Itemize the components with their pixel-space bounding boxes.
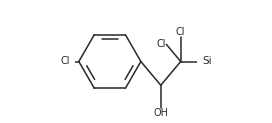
- Text: Cl: Cl: [176, 27, 186, 37]
- Text: Si: Si: [202, 56, 212, 67]
- Text: Cl: Cl: [156, 39, 166, 49]
- Text: OH: OH: [153, 108, 168, 118]
- Text: Cl: Cl: [61, 56, 70, 67]
